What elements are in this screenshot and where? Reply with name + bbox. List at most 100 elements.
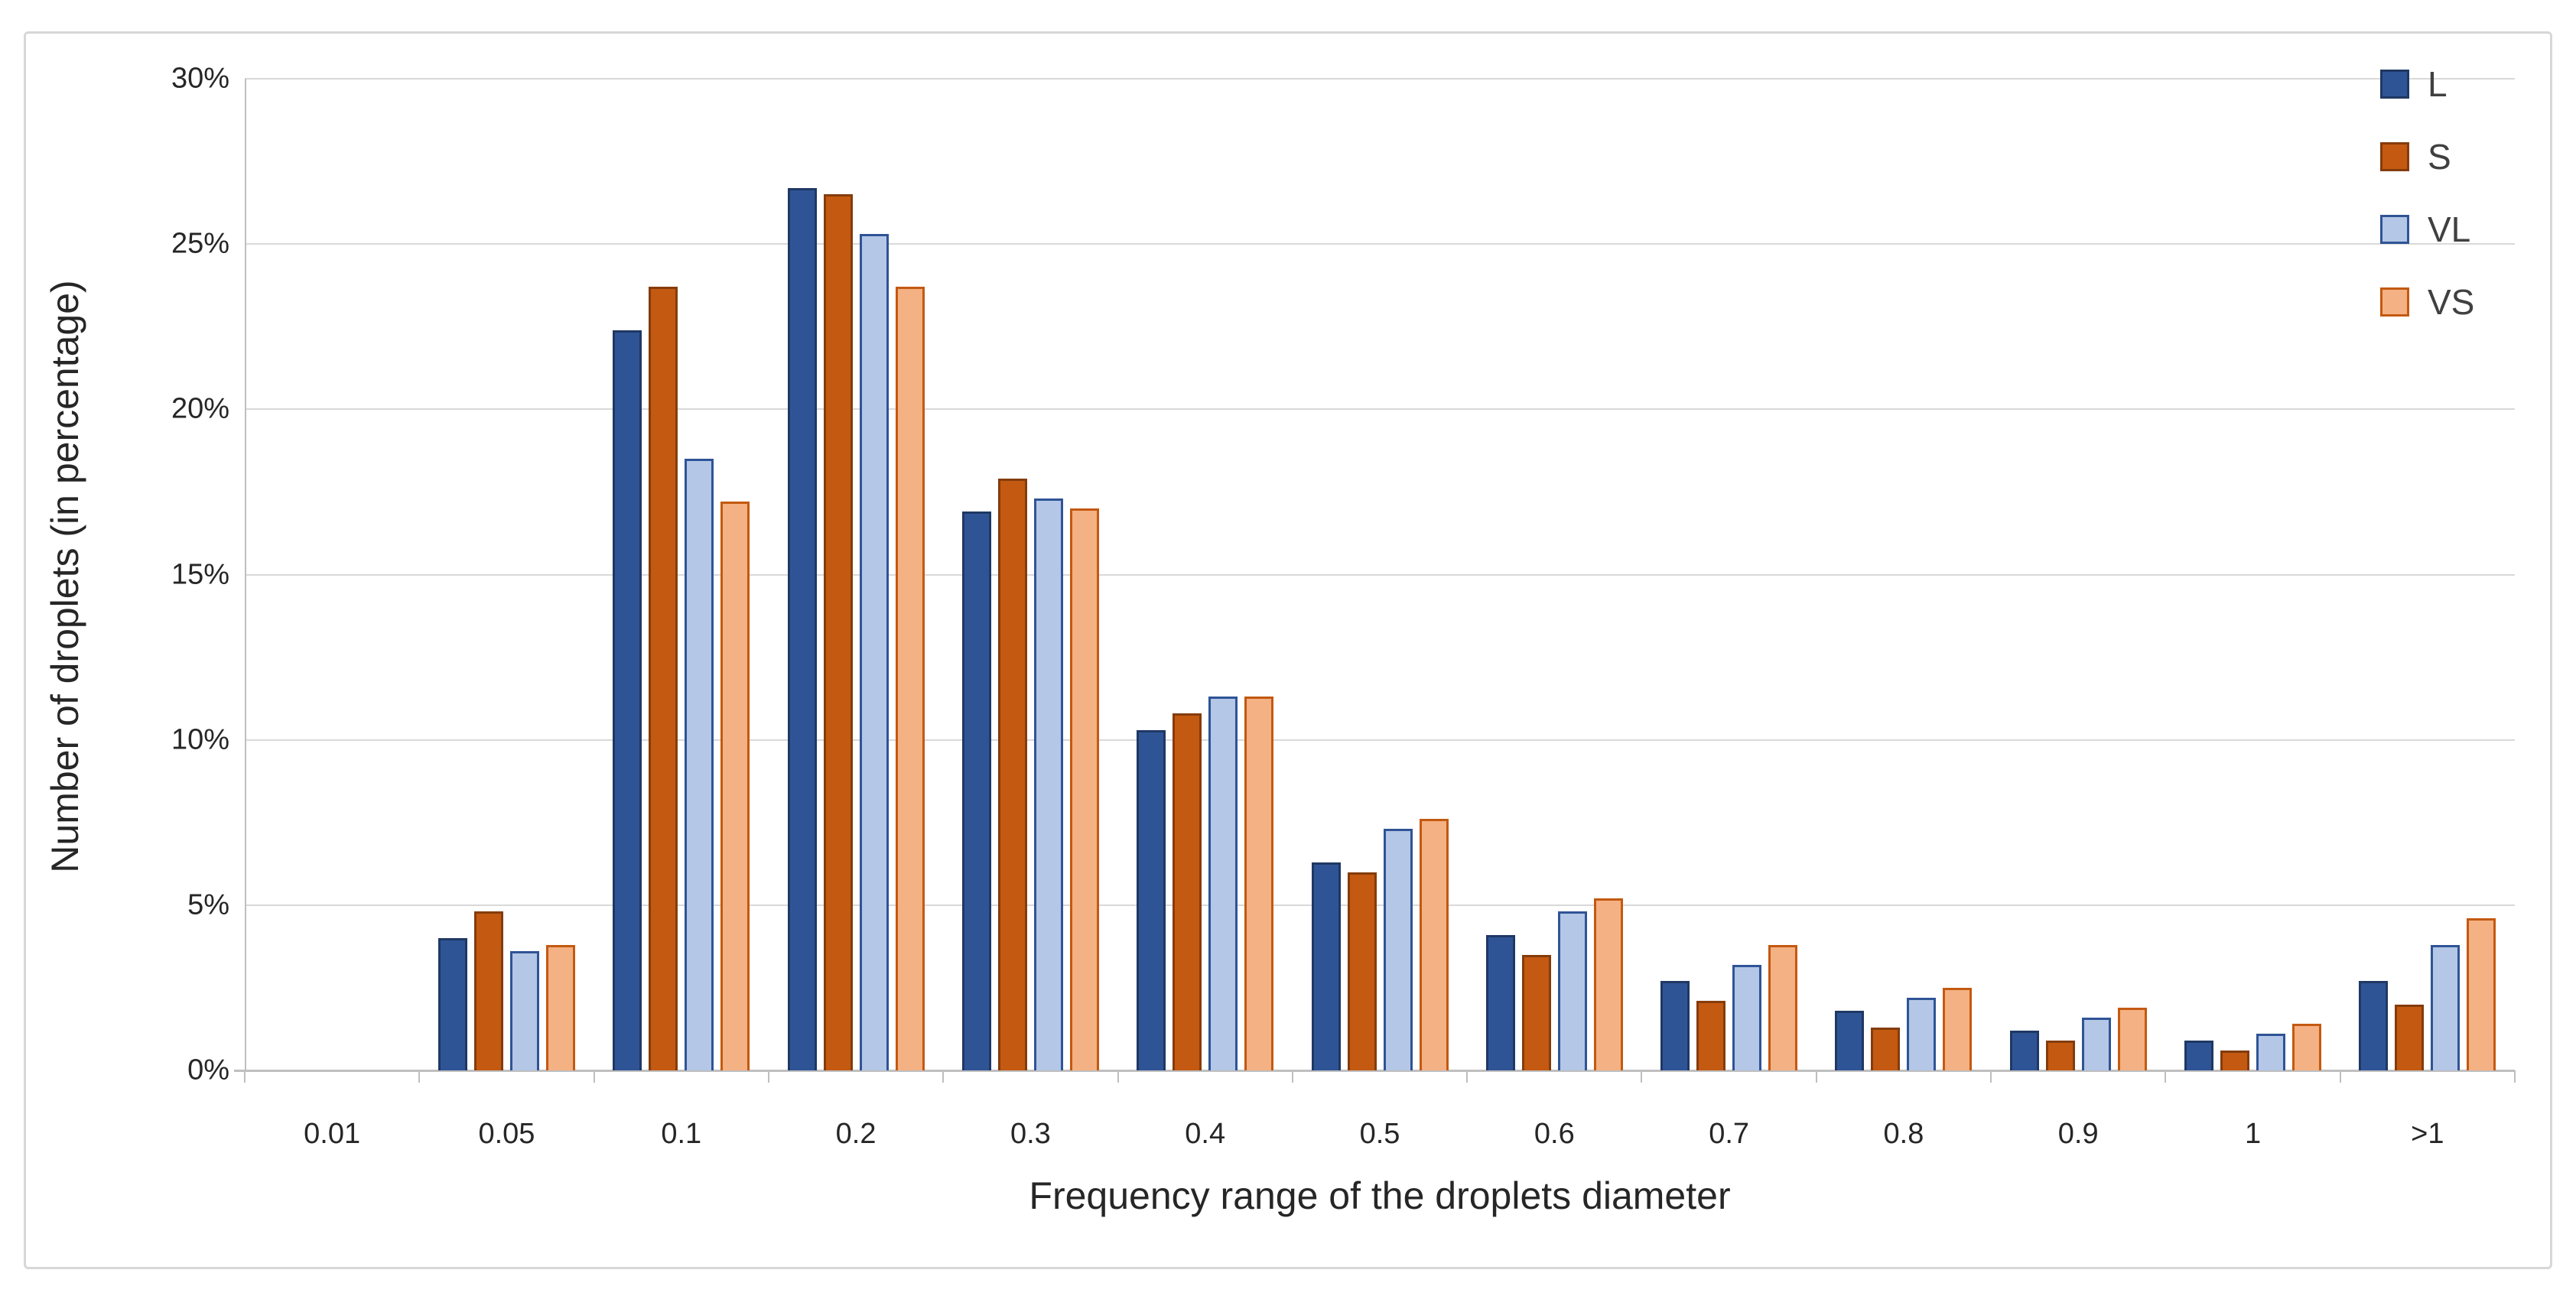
x-tick-label-0.8: 0.8	[1883, 1118, 1924, 1150]
x-axis-title: Frequency range of the droplets diameter	[1029, 1174, 1731, 1217]
chart-frame	[24, 31, 2552, 1269]
legend-item-S: S	[2380, 137, 2451, 177]
bar-S-0.4	[1173, 713, 1202, 1070]
bar-L-0.9	[2009, 1031, 2039, 1070]
gridline-25pct	[245, 243, 2515, 245]
x-tick-label->1: >1	[2411, 1118, 2444, 1150]
bar-VS-0.8	[1943, 987, 1973, 1070]
bar-VL-0.2	[859, 234, 889, 1070]
y-axis-line	[245, 79, 246, 1070]
x-tick-label-0.6: 0.6	[1534, 1118, 1575, 1150]
bar-VL-0.3	[1033, 498, 1063, 1070]
bar-VL-0.8	[1907, 997, 1937, 1070]
bar-L-0.7	[1660, 981, 1690, 1070]
bar-L-1	[2184, 1041, 2214, 1070]
bar-S-1	[2220, 1051, 2250, 1070]
legend-swatch-VS	[2380, 287, 2409, 317]
x-axis-tick	[593, 1070, 595, 1083]
bar-S-0.3	[997, 479, 1027, 1070]
bar-VS-0.05	[545, 944, 575, 1070]
bar-VS-1	[2292, 1024, 2322, 1070]
x-tick-label-0.1: 0.1	[661, 1118, 702, 1150]
bar-VL-0.05	[509, 951, 539, 1070]
legend-swatch-S	[2380, 142, 2409, 171]
y-tick-label-15%: 15%	[171, 558, 229, 590]
bar-VL->1	[2431, 944, 2461, 1070]
x-tick-label-0.5: 0.5	[1359, 1118, 1400, 1150]
gridline-5pct	[245, 904, 2515, 906]
x-tick-label-0.9: 0.9	[2057, 1118, 2099, 1150]
bar-L-0.4	[1137, 729, 1166, 1070]
bar-S-0.1	[649, 287, 678, 1070]
bar-S->1	[2395, 1004, 2425, 1070]
bar-VS-0.2	[895, 287, 925, 1070]
legend-label-S: S	[2428, 137, 2451, 177]
bar-VS-0.3	[1069, 508, 1099, 1070]
x-axis-tick	[1466, 1070, 1469, 1083]
x-tick-label-0.01: 0.01	[304, 1118, 361, 1150]
x-tick-label-0.4: 0.4	[1185, 1118, 1226, 1150]
bar-VS-0.9	[2117, 1007, 2147, 1070]
y-tick-label-5%: 5%	[187, 888, 229, 921]
y-tick-label-25%: 25%	[171, 227, 229, 260]
bar-VS-0.1	[720, 502, 750, 1070]
bar-VL-1	[2256, 1034, 2286, 1070]
y-tick-label-0%: 0%	[187, 1054, 229, 1086]
bar-L-0.8	[1835, 1011, 1865, 1070]
y-tick-label-10%: 10%	[171, 723, 229, 756]
x-axis-tick	[942, 1070, 945, 1083]
gridline-15pct	[245, 573, 2515, 576]
x-axis-tick	[2514, 1070, 2516, 1083]
x-axis-line	[245, 1070, 2515, 1072]
bar-S-0.05	[473, 911, 503, 1070]
bar-S-0.6	[1521, 954, 1551, 1070]
y-axis-zero-tick	[234, 1070, 245, 1072]
x-axis-tick	[1117, 1070, 1119, 1083]
bar-VL-0.5	[1383, 829, 1413, 1070]
legend-swatch-VL	[2380, 215, 2409, 244]
legend-swatch-L	[2380, 70, 2409, 99]
bar-L-0.1	[613, 330, 642, 1070]
x-axis-tick	[1815, 1070, 1817, 1083]
x-tick-label-0.05: 0.05	[478, 1118, 535, 1150]
x-axis-tick	[2339, 1070, 2341, 1083]
legend-label-L: L	[2428, 64, 2448, 104]
bar-S-0.2	[823, 194, 853, 1070]
legend-label-VS: VS	[2428, 282, 2475, 322]
bar-L-0.2	[787, 187, 817, 1070]
bar-VL-0.1	[685, 459, 714, 1070]
x-tick-label-0.2: 0.2	[835, 1118, 877, 1150]
bar-S-0.8	[1871, 1027, 1901, 1070]
bar-S-0.7	[1696, 1001, 1726, 1070]
x-tick-label-1: 1	[2244, 1118, 2262, 1150]
bar-VL-0.6	[1557, 911, 1587, 1070]
x-axis-tick	[767, 1070, 769, 1083]
x-axis-tick	[1641, 1070, 1643, 1083]
bar-L->1	[2359, 981, 2389, 1070]
y-tick-label-20%: 20%	[171, 392, 229, 425]
x-tick-label-0.3: 0.3	[1010, 1118, 1051, 1150]
legend-item-L: L	[2380, 64, 2448, 104]
bar-L-0.3	[961, 511, 991, 1070]
bar-L-0.05	[437, 938, 467, 1070]
bar-VS-0.7	[1768, 944, 1798, 1070]
gridline-10pct	[245, 739, 2515, 741]
bar-VS->1	[2467, 918, 2496, 1070]
bar-S-0.5	[1347, 872, 1377, 1070]
legend-item-VS: VS	[2380, 282, 2475, 322]
bar-S-0.9	[2045, 1041, 2075, 1070]
bar-VS-0.6	[1593, 898, 1623, 1070]
bar-VL-0.4	[1208, 697, 1238, 1070]
x-axis-tick	[418, 1070, 421, 1083]
y-axis-title: Number of droplets (in percentage)	[44, 280, 86, 873]
legend-item-VL: VL	[2380, 209, 2471, 249]
x-tick-label-0.7: 0.7	[1709, 1118, 1750, 1150]
x-axis-tick	[2165, 1070, 2167, 1083]
legend-label-VL: VL	[2428, 209, 2471, 249]
bar-L-0.6	[1485, 934, 1515, 1070]
bar-VS-0.5	[1419, 819, 1449, 1070]
y-tick-label-30%: 30%	[171, 62, 229, 95]
bar-L-0.5	[1311, 862, 1341, 1070]
bar-VS-0.4	[1244, 697, 1274, 1070]
